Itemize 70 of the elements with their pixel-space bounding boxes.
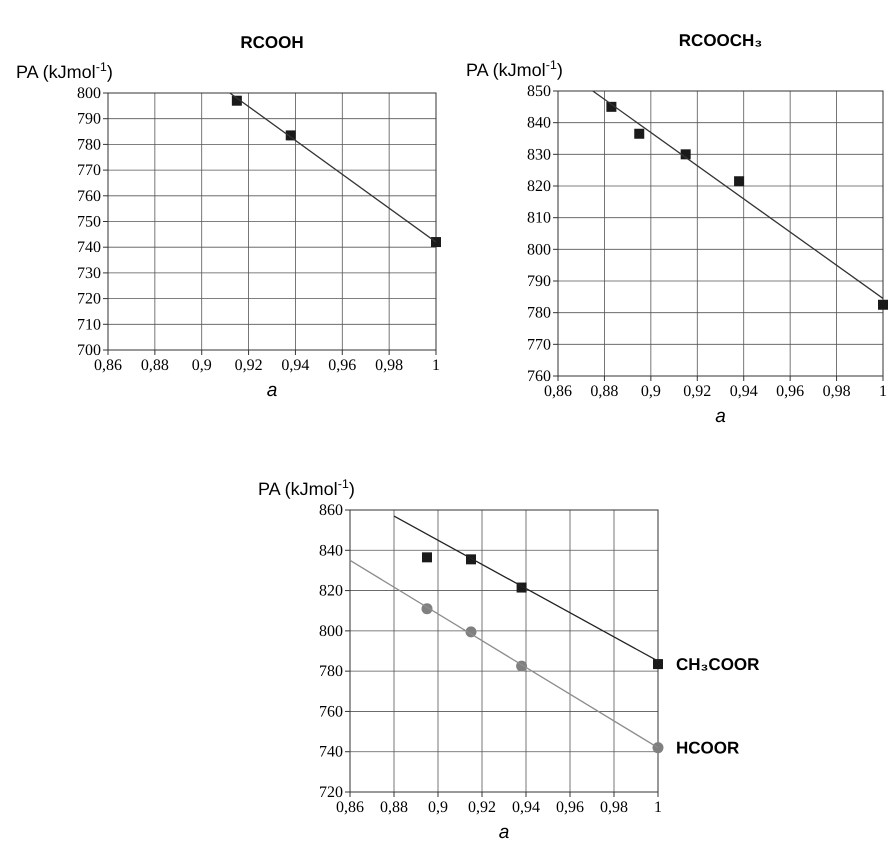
point [878, 300, 888, 310]
y-tick-label: 840 [527, 114, 551, 132]
y-tick-label: 760 [77, 188, 101, 205]
y-tick-label: 800 [319, 622, 343, 640]
point [734, 176, 744, 186]
series-label: HCOOR [676, 738, 740, 758]
x-axis-title: a [498, 822, 510, 843]
x-tick-label: 0,92 [683, 383, 712, 400]
y-tick-label: 790 [527, 273, 551, 290]
x-axis-title: a [266, 380, 278, 401]
x-tick-label: 0,92 [234, 357, 263, 374]
y-tick-label: 770 [527, 336, 551, 354]
y-tick-label: 740 [77, 239, 101, 256]
y-tick-label: 790 [77, 110, 101, 128]
point [652, 742, 664, 754]
y-tick-label: 770 [77, 162, 101, 180]
point [431, 237, 441, 248]
y-tick-label: 730 [77, 264, 101, 282]
x-tick-label: 0,9 [192, 357, 212, 374]
x-tick-label: 0,98 [375, 357, 404, 374]
y-tick-label: 820 [319, 582, 343, 600]
x-tick-label: 0,94 [281, 357, 310, 374]
y-tick-label: 700 [77, 342, 101, 359]
y-tick-label: 850 [527, 83, 551, 100]
y-tick-label: 860 [319, 502, 343, 519]
x-tick-label: 0,92 [468, 799, 496, 816]
y-tick-label: 740 [319, 744, 343, 761]
y-axis-title: PA (kJmol$^{-1}$) [258, 477, 355, 499]
y-tick-label: 810 [527, 210, 551, 227]
x-axis-title: a [715, 406, 726, 427]
point [422, 552, 432, 562]
y-tick-label: 720 [319, 784, 343, 801]
y-axis-title: PA (kJmol$^{-1}$) [16, 60, 113, 82]
y-tick-label: 760 [527, 368, 551, 385]
x-tick-label: 0,88 [380, 799, 408, 816]
x-tick-label: 0,9 [428, 799, 448, 816]
x-tick-label: 1 [432, 357, 440, 374]
y-tick-label: 780 [527, 304, 551, 322]
point [634, 128, 644, 139]
x-tick-label: 0,86 [544, 383, 572, 400]
x-tick-label: 0,86 [94, 357, 122, 374]
y-tick-label: 720 [77, 290, 101, 308]
y-tick-label: 780 [319, 663, 343, 680]
x-tick-label: 0,88 [590, 383, 618, 400]
x-tick-label: 1 [879, 383, 887, 400]
chart-title: RCOOCH₃ [678, 31, 762, 50]
x-tick-label: 0,96 [556, 799, 584, 816]
x-tick-label: 0,94 [730, 383, 758, 400]
x-tick-label: 0,98 [822, 383, 851, 400]
chart-title: RCOOH [240, 33, 304, 52]
y-tick-label: 800 [527, 241, 551, 258]
y-tick-label: 800 [77, 85, 101, 102]
y-tick-label: 710 [77, 316, 101, 334]
x-tick-label: 0,96 [776, 383, 804, 400]
y-tick-label: 750 [77, 214, 101, 230]
y-tick-label: 830 [527, 146, 551, 164]
y-tick-label: 780 [77, 136, 101, 154]
y-tick-label: 840 [319, 542, 343, 560]
x-tick-label: 0,98 [600, 799, 628, 816]
point [653, 659, 663, 670]
y-axis-title: PA (kJmol$^{-1}$) [466, 58, 563, 80]
x-tick-label: 0,94 [512, 799, 540, 816]
y-tick-label: 820 [527, 178, 551, 195]
y-tick-label: 760 [319, 703, 343, 720]
x-tick-label: 0,88 [140, 357, 169, 374]
x-tick-label: 0,9 [640, 383, 661, 400]
series-label: CH₃COOR [676, 655, 760, 674]
x-tick-label: 1 [654, 799, 662, 816]
x-tick-label: 0,96 [328, 357, 356, 374]
x-tick-label: 0,86 [336, 799, 364, 816]
